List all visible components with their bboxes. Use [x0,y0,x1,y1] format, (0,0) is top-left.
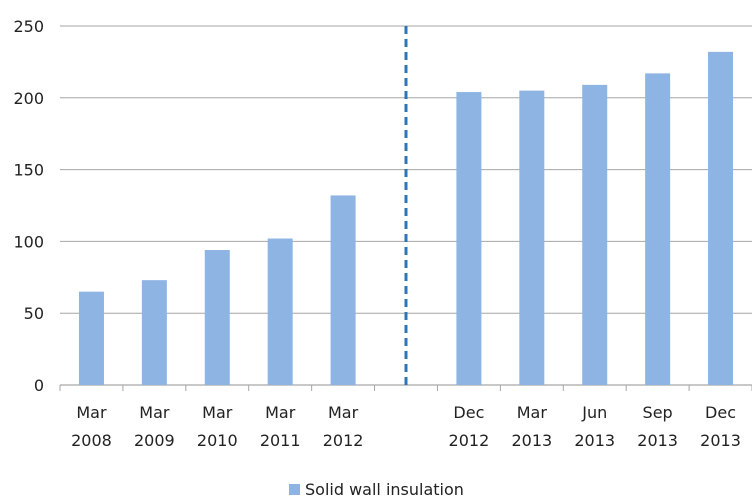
x-tick-label: Mar 2008 [71,403,112,450]
bar [708,51,734,386]
bar [330,195,356,385]
legend-label: Solid wall insulation [305,480,464,499]
y-tick-label: 250 [13,17,44,36]
bars [78,51,734,386]
legend: Solid wall insulation [289,480,464,499]
bar [582,84,608,385]
y-tick-label: 50 [24,304,44,323]
x-tick-label: Dec 2013 [700,403,741,450]
y-tick-label: 100 [13,232,44,251]
x-tick-label: Dec 2012 [449,403,490,450]
y-tick-label: 200 [13,89,44,108]
x-tick-label: Mar 2013 [511,403,552,450]
bar [519,90,545,386]
y-axis-ticks: 0 50 100 150 200 250 [13,17,44,395]
x-tick-label: Mar 2011 [260,403,301,450]
y-tick-label: 0 [34,376,44,395]
y-tick-label: 150 [13,161,44,180]
bar [645,73,671,385]
bar [267,238,293,385]
bar [141,280,167,385]
bar [204,250,230,385]
x-tick-label: Jun 2013 [574,403,615,450]
x-tick-label: Mar 2009 [134,403,175,450]
bar [456,92,482,385]
x-tick-label: Mar 2012 [323,403,364,450]
x-tick-label: Sep 2013 [637,403,678,450]
legend-swatch [289,484,300,495]
x-axis-labels: Mar 2008 Mar 2009 Mar 2010 Mar 2011 Mar 2012 Dec 20… [71,403,741,450]
x-tick-label: Mar 2010 [197,403,238,450]
bar [78,291,104,385]
